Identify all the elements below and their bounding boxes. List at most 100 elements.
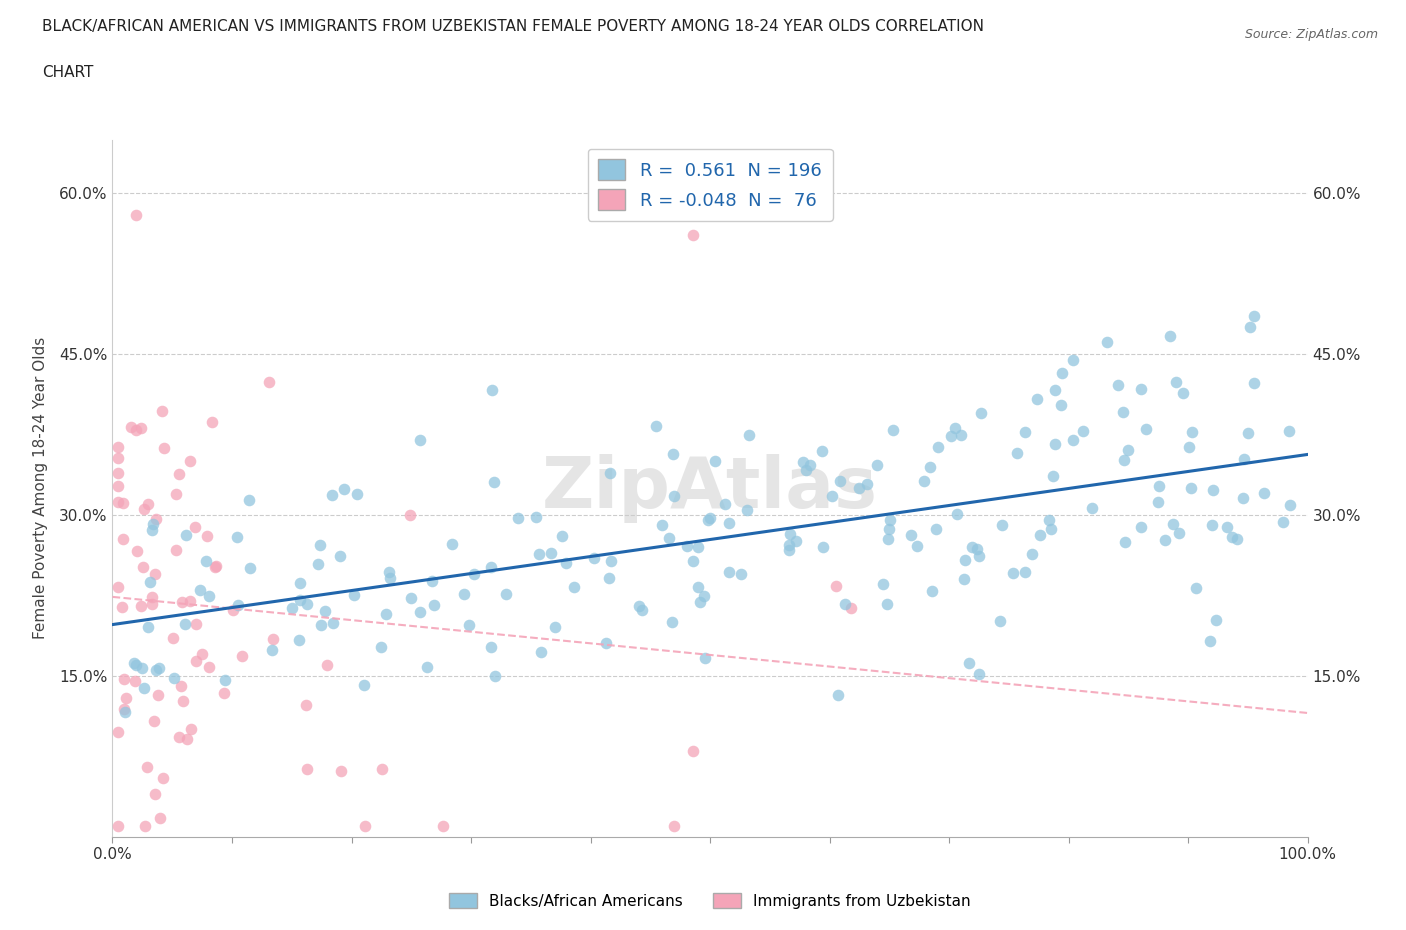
- Point: [127, 544, 149, 559]
- Point: [1021, 547, 1043, 562]
- Text: CHART: CHART: [42, 65, 94, 80]
- Point: [416, 659, 439, 674]
- Point: [482, 474, 505, 489]
- Point: [658, 531, 681, 546]
- Y-axis label: Female Poverty Among 18-24 Year Olds: Female Poverty Among 18-24 Year Olds: [32, 338, 48, 640]
- Point: [214, 672, 236, 687]
- Point: [524, 510, 547, 525]
- Point: [262, 631, 284, 646]
- Point: [321, 488, 343, 503]
- Point: [1220, 530, 1243, 545]
- Point: [479, 639, 502, 654]
- Point: [281, 601, 304, 616]
- Point: [239, 560, 262, 575]
- Point: [179, 454, 201, 469]
- Point: [295, 596, 318, 611]
- Point: [1039, 522, 1062, 537]
- Point: [735, 503, 758, 518]
- Point: [432, 818, 454, 833]
- Point: [495, 587, 517, 602]
- Point: [841, 601, 863, 616]
- Point: [174, 617, 197, 631]
- Point: [828, 473, 851, 488]
- Point: [1147, 495, 1170, 510]
- Point: [945, 421, 967, 436]
- Point: [141, 523, 163, 538]
- Point: [717, 565, 740, 579]
- Point: [463, 566, 485, 581]
- Point: [811, 444, 834, 458]
- Point: [423, 597, 446, 612]
- Point: [143, 787, 166, 802]
- Point: [180, 722, 202, 737]
- Point: [132, 681, 155, 696]
- Point: [1112, 405, 1135, 419]
- Point: [195, 528, 218, 543]
- Point: [190, 646, 212, 661]
- Point: [1201, 517, 1223, 532]
- Point: [307, 557, 329, 572]
- Point: [879, 521, 901, 536]
- Point: [1029, 527, 1052, 542]
- Point: [107, 495, 129, 510]
- Point: [198, 659, 221, 674]
- Point: [1171, 386, 1194, 401]
- Point: [1279, 498, 1302, 513]
- Point: [551, 528, 574, 543]
- Point: [129, 598, 152, 613]
- Point: [527, 547, 550, 562]
- Point: [201, 415, 224, 430]
- Point: [287, 632, 309, 647]
- Point: [1154, 533, 1177, 548]
- Point: [142, 517, 165, 532]
- Point: [848, 481, 870, 496]
- Point: [188, 583, 211, 598]
- Point: [114, 705, 136, 720]
- Point: [176, 732, 198, 747]
- Point: [1178, 440, 1201, 455]
- Point: [112, 701, 135, 716]
- Point: [107, 466, 129, 481]
- Point: [794, 462, 817, 477]
- Point: [174, 527, 197, 542]
- Point: [194, 553, 217, 568]
- Point: [990, 518, 1012, 533]
- Point: [139, 575, 162, 590]
- Point: [1161, 516, 1184, 531]
- Point: [481, 383, 503, 398]
- Point: [145, 663, 167, 678]
- Point: [879, 512, 901, 527]
- Point: [900, 527, 922, 542]
- Point: [440, 537, 463, 551]
- Point: [662, 488, 685, 503]
- Point: [354, 818, 377, 833]
- Point: [294, 698, 316, 712]
- Point: [152, 440, 174, 455]
- Point: [333, 481, 356, 496]
- Point: [290, 592, 312, 607]
- Point: [834, 597, 856, 612]
- Point: [162, 631, 184, 645]
- Point: [204, 559, 226, 574]
- Point: [1185, 580, 1208, 595]
- Point: [877, 532, 900, 547]
- Point: [163, 671, 186, 685]
- Point: [205, 558, 228, 573]
- Point: [693, 651, 716, 666]
- Point: [120, 419, 142, 434]
- Point: [136, 497, 159, 512]
- Point: [676, 538, 699, 553]
- Point: [152, 771, 174, 786]
- Point: [825, 578, 848, 593]
- Point: [1233, 451, 1256, 466]
- Point: [1243, 309, 1265, 324]
- Point: [689, 594, 711, 609]
- Point: [141, 597, 163, 612]
- Point: [562, 579, 585, 594]
- Point: [420, 574, 443, 589]
- Point: [1216, 519, 1239, 534]
- Point: [122, 656, 145, 671]
- Point: [132, 560, 155, 575]
- Point: [1014, 565, 1036, 579]
- Point: [112, 671, 135, 686]
